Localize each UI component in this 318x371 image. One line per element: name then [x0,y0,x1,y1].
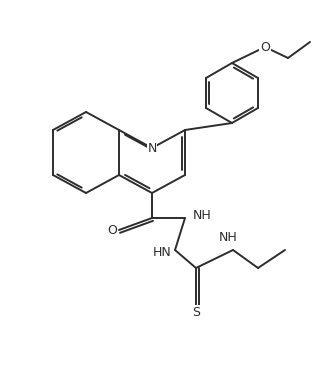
Text: O: O [260,40,270,53]
Text: S: S [192,305,200,318]
Text: HN: HN [153,246,172,259]
Text: O: O [107,223,117,236]
Text: NH: NH [193,209,212,221]
Text: N: N [147,141,157,154]
Text: NH: NH [218,231,237,244]
